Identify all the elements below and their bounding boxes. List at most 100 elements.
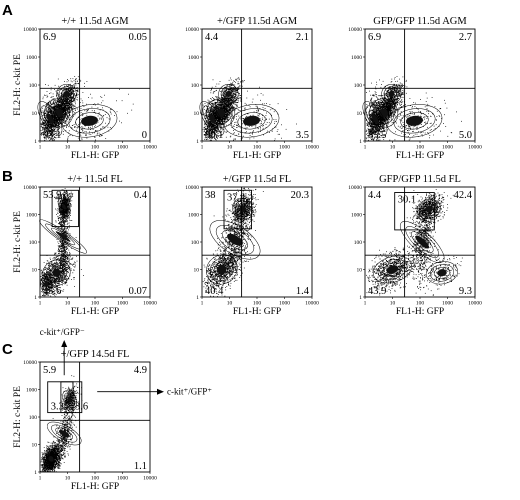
- x-tick-label: 10000: [305, 145, 319, 151]
- density-core: [55, 231, 71, 242]
- density-core: [44, 280, 49, 287]
- plot-title: +/+ 11.5d FL: [67, 174, 123, 185]
- y-tick-label: 100: [354, 83, 363, 89]
- x-tick-label: 100: [253, 301, 262, 307]
- density-core: [63, 91, 70, 97]
- quadrant-lower-right-value: 1.4: [296, 286, 310, 297]
- density-core: [67, 396, 72, 403]
- quadrant-lower-right-value: 3.5: [296, 130, 309, 141]
- x-tick-label: 10000: [305, 301, 319, 307]
- quadrant-lower-left-value: 45.6: [43, 286, 61, 297]
- annotation-label: c-kit⁺/GFP⁻: [40, 327, 85, 337]
- y-tick-label: 100: [29, 415, 38, 421]
- quadrant-lower-right-value: 5.0: [459, 130, 472, 141]
- x-tick-label: 10: [65, 476, 71, 482]
- x-tick-label: 1000: [117, 145, 128, 151]
- x-tick-label: 100: [91, 145, 100, 151]
- panel-letter-b: B: [2, 168, 13, 185]
- quadrant-lower-right-value: 0.07: [129, 286, 147, 297]
- quadrant-upper-right-value: 0.4: [134, 190, 148, 201]
- density-core: [386, 265, 399, 274]
- annotation-label: c-kit⁺/GFP⁺: [167, 387, 212, 397]
- gate-box: [60, 381, 74, 414]
- annotations: c-kit⁺/GFP⁻ c-kit⁺/GFP⁺: [40, 327, 213, 397]
- x-tick-label: 10000: [468, 301, 482, 307]
- event-dots: [40, 188, 84, 298]
- y-tick-label: 10: [32, 111, 38, 117]
- panel-letter-c: C: [2, 341, 13, 358]
- plot-a1: +/+ 11.5d AGM 1 10 100 1000 10000 1 10 100 1000 10…: [13, 16, 157, 161]
- y-tick-label: 1: [34, 295, 37, 301]
- x-tick-label: 1: [201, 301, 204, 307]
- y-tick-label: 10: [357, 268, 363, 274]
- y-tick-label: 1: [34, 470, 37, 476]
- y-tick-label: 1000: [26, 55, 37, 61]
- x-tick-label: 10: [390, 145, 396, 151]
- y-tick-label: 1000: [188, 213, 199, 219]
- plot-b1: +/+ 11.5d FL 1 10 100 1000 10000 1 10 100 1000 100…: [13, 174, 157, 317]
- x-tick-label: 10: [227, 301, 233, 307]
- x-tick-label: 100: [416, 145, 425, 151]
- y-tick-label: 1000: [26, 388, 37, 394]
- quadrant-upper-left-value: 6.9: [368, 32, 381, 43]
- plot-title: GFP/GFP 11.5d AGM: [373, 16, 467, 27]
- density-core: [208, 113, 216, 124]
- y-tick-label: 1: [196, 295, 199, 301]
- density-core: [425, 205, 433, 213]
- quadrant-lower-right-value: 0: [142, 130, 147, 141]
- quadrant-upper-left-value: 4.4: [205, 32, 219, 43]
- x-tick-label: 10: [390, 301, 396, 307]
- y-tick-label: 10000: [23, 360, 37, 366]
- y-tick-label: 100: [191, 83, 200, 89]
- x-tick-label: 10000: [143, 145, 157, 151]
- quadrant-upper-left-value: 53.9: [43, 190, 61, 201]
- y-tick-label: 1000: [351, 213, 362, 219]
- plot-title: +/GFP 14.5d FL: [61, 349, 130, 360]
- y-axis-label: FL2-H: c-kit PE: [13, 54, 23, 116]
- panel-letter-a: A: [2, 2, 13, 19]
- density-core: [371, 113, 379, 124]
- x-axis-label: FL1-H: GFP: [71, 151, 119, 161]
- x-tick-label: 100: [91, 476, 100, 482]
- y-tick-label: 1000: [188, 55, 199, 61]
- gate-box: [51, 189, 79, 228]
- axis-ticks: 1 10 100 1000 10000 1 10 100 1000 10000: [23, 185, 157, 307]
- quadrant-lower-left-value: 40.4: [205, 286, 224, 297]
- density-core: [415, 235, 430, 249]
- y-tick-label: 10000: [348, 185, 362, 191]
- plot-a2: +/GFP 11.5d AGM 1 10 100 1000 10000 1 10 100 1000…: [185, 16, 319, 161]
- axis-ticks: 1 10 100 1000 10000 1 10 100 1000 10000: [348, 27, 482, 151]
- y-axis-label: FL2-H: c-kit PE: [13, 386, 23, 448]
- density-core: [227, 233, 243, 246]
- gate-box: [394, 192, 435, 231]
- x-axis-label: FL1-H: GFP: [71, 307, 119, 317]
- y-tick-label: 100: [354, 240, 363, 246]
- density-core: [243, 115, 260, 126]
- quadrant-upper-right-value: 2.7: [459, 32, 472, 43]
- density-core: [58, 429, 70, 438]
- density-core: [217, 264, 227, 275]
- y-tick-label: 100: [29, 240, 38, 246]
- density-core: [62, 204, 67, 210]
- axis-ticks: 1 10 100 1000 10000 1 10 100 1000 10000: [185, 27, 319, 151]
- y-tick-label: 100: [191, 240, 200, 246]
- x-tick-label: 1: [201, 145, 204, 151]
- plot-c1: +/GFP 14.5d FL1 10 100 1000 1000011010010001…: [13, 327, 212, 492]
- plot-a3: GFP/GFP 11.5d AGM 1 10 100 1000 10000 1 10 100 10…: [348, 16, 482, 161]
- x-tick-label: 1000: [442, 301, 453, 307]
- x-tick-label: 1: [39, 301, 42, 307]
- arrowhead-icon: [157, 388, 164, 395]
- density-core: [225, 91, 232, 97]
- y-tick-label: 1: [196, 139, 199, 145]
- x-axis-label: FL1-H: GFP: [396, 307, 444, 317]
- quadrant-upper-right-value: 2.1: [296, 32, 309, 43]
- quadrant-lower-left-value: 88.1: [43, 461, 61, 472]
- gate-value: 37.4: [227, 192, 246, 203]
- y-tick-label: 10000: [185, 185, 199, 191]
- y-tick-label: 1000: [26, 213, 37, 219]
- density-core: [379, 108, 389, 118]
- x-tick-label: 10: [227, 145, 233, 151]
- quadrant-upper-right-value: 42.4: [454, 190, 473, 201]
- y-tick-label: 10: [357, 111, 363, 117]
